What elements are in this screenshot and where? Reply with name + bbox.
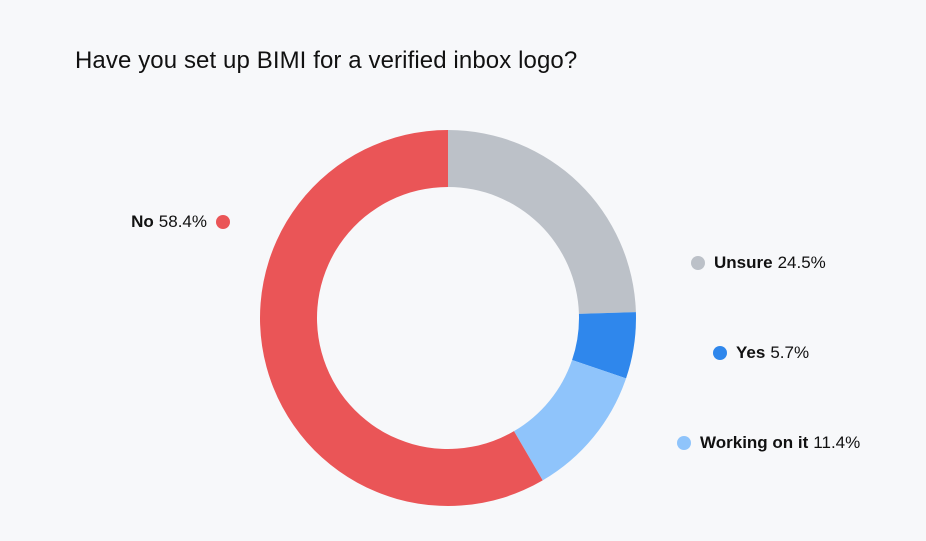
legend-dot-working-on-it — [677, 436, 691, 450]
slice-yes — [572, 312, 636, 379]
slice-working-on-it — [513, 360, 627, 481]
label-no: No 58.4% — [131, 211, 230, 233]
legend-dot-no — [216, 215, 230, 229]
label-value-working-on-it: 11.4% — [813, 433, 861, 452]
label-name-working-on-it: Working on it — [700, 433, 809, 452]
label-value-no: 58.4% — [158, 212, 207, 231]
label-name-no: No — [131, 212, 154, 231]
label-value-yes: 5.7% — [770, 343, 810, 362]
chart-title: Have you set up BIMI for a verified inbo… — [75, 47, 578, 74]
label-yes: Yes 5.7% — [713, 342, 809, 364]
slice-unsure — [448, 130, 636, 314]
slice-no — [259, 130, 543, 507]
label-unsure: Unsure 24.5% — [691, 252, 826, 274]
label-name-unsure: Unsure — [714, 253, 773, 272]
label-name-yes: Yes — [736, 343, 766, 362]
legend-dot-yes — [713, 346, 727, 360]
legend-dot-unsure — [691, 256, 705, 270]
label-working-on-it: Working on it 11.4% — [677, 432, 860, 454]
label-value-unsure: 24.5% — [777, 253, 826, 272]
